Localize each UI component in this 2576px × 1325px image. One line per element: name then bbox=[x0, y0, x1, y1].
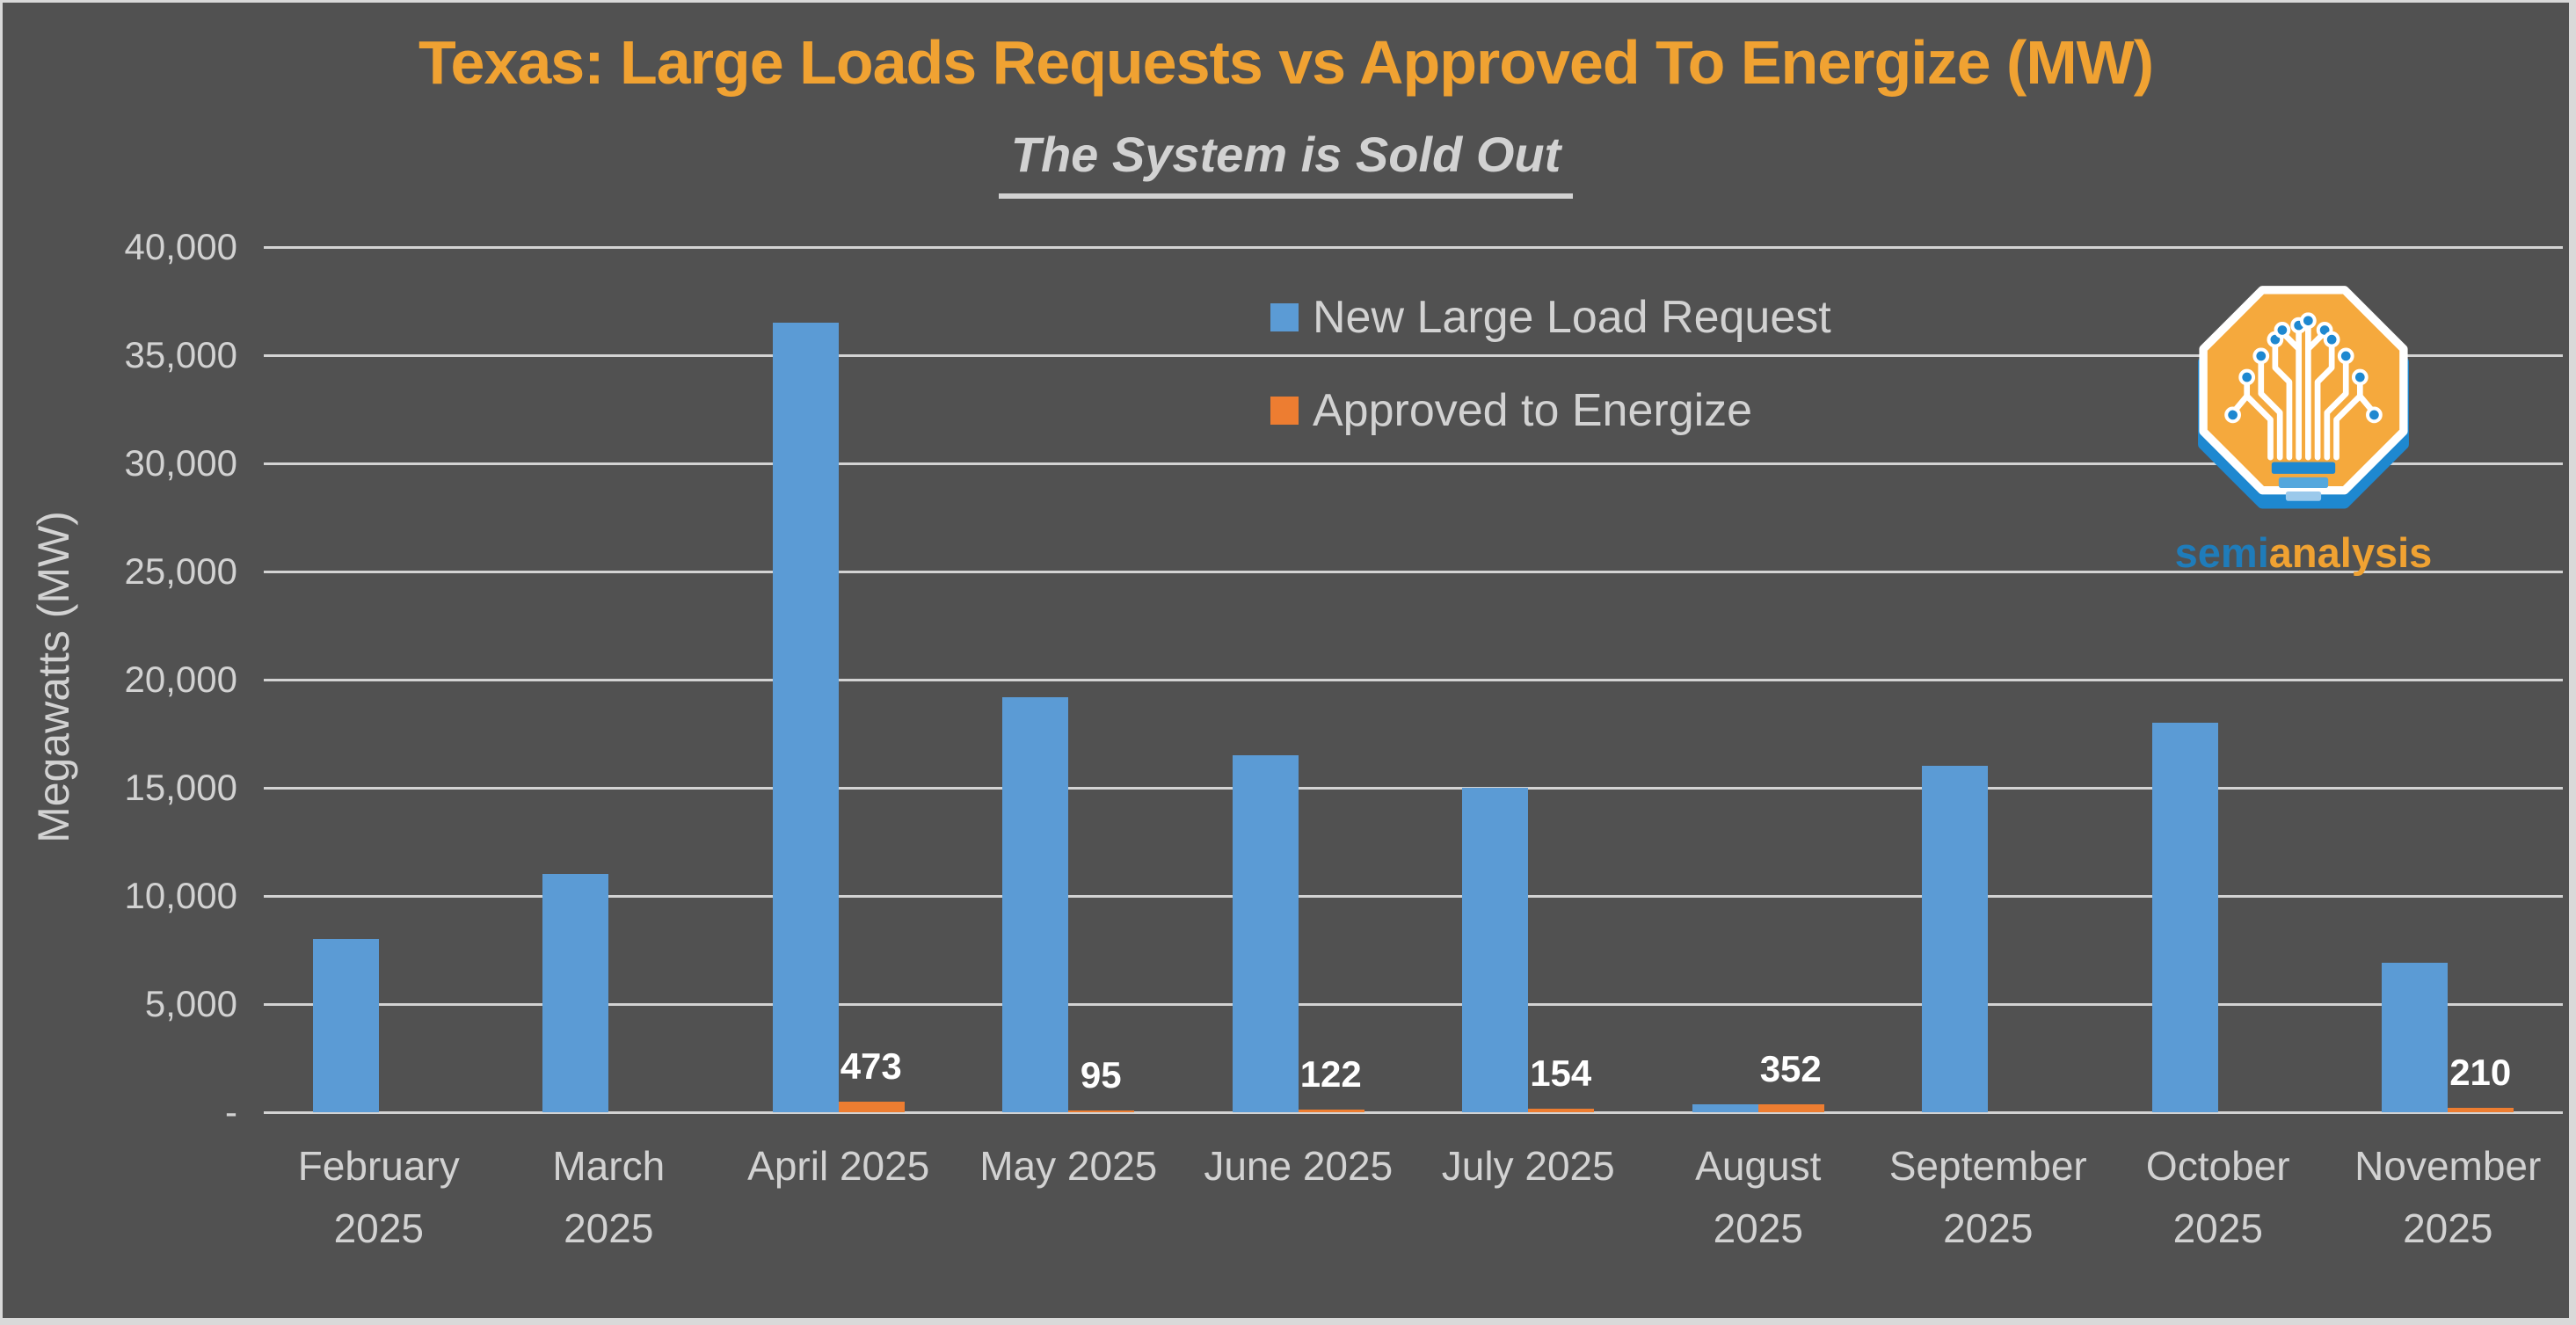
approved-bar-3 bbox=[838, 1102, 905, 1112]
approved-data-label: 473 bbox=[840, 1045, 902, 1088]
request-bar-8 bbox=[1922, 766, 1989, 1112]
x-axis-label: June 2025 bbox=[1204, 1143, 1394, 1189]
chart-title: Texas: Large Loads Requests vs Approved … bbox=[418, 28, 2154, 97]
chart-subtitle: The System is Sold Out bbox=[998, 126, 1574, 199]
request-bar-10 bbox=[2382, 963, 2449, 1112]
request-bar-3 bbox=[772, 323, 839, 1112]
gridline bbox=[264, 571, 2563, 573]
request-bar-9 bbox=[2151, 723, 2218, 1112]
bar-group-september-2025 bbox=[1874, 247, 2104, 1112]
y-tick-label: - bbox=[225, 1091, 237, 1132]
y-tick-label: 40,000 bbox=[124, 226, 237, 267]
approved-data-label: 95 bbox=[1080, 1053, 1122, 1096]
approved-data-label: 352 bbox=[1759, 1048, 1822, 1090]
gridline bbox=[264, 1111, 2563, 1114]
chart-subtitle-wrap: The System is Sold Out bbox=[3, 126, 2569, 199]
x-axis-labels: February 2025 March 2025 April 2025 May 202… bbox=[264, 1135, 2563, 1261]
request-bar-7 bbox=[1692, 1104, 1758, 1112]
y-tick-label: 25,000 bbox=[124, 550, 237, 592]
bar-group-june-2025: 122 bbox=[1183, 247, 1414, 1112]
legend: New Large Load Request Approved to Energ… bbox=[1270, 291, 1831, 437]
legend-label: Approved to Energize bbox=[1313, 385, 1753, 436]
legend-item-approved-to-energize: Approved to Energize bbox=[1270, 384, 1831, 437]
gridline bbox=[264, 895, 2563, 898]
approved-bar-5 bbox=[1298, 1110, 1364, 1112]
x-axis-label: March 2025 bbox=[552, 1143, 666, 1252]
x-axis-label: October 2025 bbox=[2145, 1143, 2290, 1252]
x-axis-label: August 2025 bbox=[1695, 1143, 1822, 1252]
bar-group-july-2025: 154 bbox=[1414, 247, 1644, 1112]
bar-group-october-2025 bbox=[2103, 247, 2333, 1112]
y-tick-label: 20,000 bbox=[124, 659, 237, 700]
gridline bbox=[264, 787, 2563, 790]
chart-canvas: Texas: Large Loads Requests vs Approved … bbox=[3, 3, 2569, 1318]
wordmark-analysis: analysis bbox=[2268, 529, 2433, 576]
y-tick-label: 10,000 bbox=[124, 875, 237, 916]
approved-data-label: 154 bbox=[1530, 1052, 1592, 1095]
bar-group-august-2025: 352 bbox=[1643, 247, 1874, 1112]
bar-group-may-2025: 95 bbox=[954, 247, 1184, 1112]
request-bar-2 bbox=[542, 874, 609, 1112]
semianalysis-wordmark: semianalysis bbox=[2158, 528, 2449, 577]
gridline bbox=[264, 246, 2563, 249]
x-axis-label: May 2025 bbox=[979, 1143, 1158, 1189]
x-axis-label: February 2025 bbox=[297, 1143, 460, 1252]
bar-group-november-2025: 210 bbox=[2333, 247, 2564, 1112]
plot-area: 473 95 122 154 352 210 bbox=[264, 246, 2563, 1114]
approved-bar-7 bbox=[1757, 1104, 1824, 1112]
semianalysis-logo-icon bbox=[2198, 286, 2409, 509]
gridline bbox=[264, 1003, 2563, 1006]
request-bar-4 bbox=[1002, 696, 1069, 1112]
request-bar-1 bbox=[312, 939, 379, 1112]
x-axis-label: September 2025 bbox=[1888, 1143, 2087, 1252]
bar-series-area: 473 95 122 154 352 210 bbox=[264, 247, 2563, 1112]
request-bar-6 bbox=[1462, 788, 1529, 1112]
x-axis-label: November 2025 bbox=[2354, 1143, 2542, 1252]
legend-label: New Large Load Request bbox=[1313, 292, 1831, 343]
x-axis-label: April 2025 bbox=[747, 1143, 930, 1189]
bar-group-april-2025: 473 bbox=[724, 247, 954, 1112]
y-tick-label: 30,000 bbox=[124, 442, 237, 484]
approved-bar-4 bbox=[1068, 1110, 1135, 1112]
y-tick-label: 35,000 bbox=[124, 334, 237, 375]
y-tick-label: 5,000 bbox=[144, 983, 237, 1024]
bar-group-february-2025 bbox=[264, 247, 494, 1112]
wordmark-semi: semi bbox=[2174, 529, 2269, 576]
approved-bar-10 bbox=[2448, 1107, 2514, 1112]
gridline bbox=[264, 679, 2563, 681]
x-axis-label: July 2025 bbox=[1441, 1143, 1615, 1189]
y-tick-label: 15,000 bbox=[124, 767, 237, 808]
approved-bar-6 bbox=[1528, 1109, 1595, 1112]
approved-data-label: 122 bbox=[1299, 1053, 1362, 1095]
legend-swatch-orange-icon bbox=[1270, 397, 1299, 425]
gridline bbox=[264, 354, 2563, 357]
request-bar-5 bbox=[1232, 755, 1299, 1112]
bar-group-march-2025 bbox=[494, 247, 724, 1112]
legend-swatch-blue-icon bbox=[1270, 303, 1299, 331]
semianalysis-logo: semianalysis bbox=[2158, 280, 2449, 577]
legend-item-new-large-load-request: New Large Load Request bbox=[1270, 291, 1831, 344]
approved-data-label: 210 bbox=[2449, 1051, 2512, 1093]
gridline bbox=[264, 462, 2563, 465]
